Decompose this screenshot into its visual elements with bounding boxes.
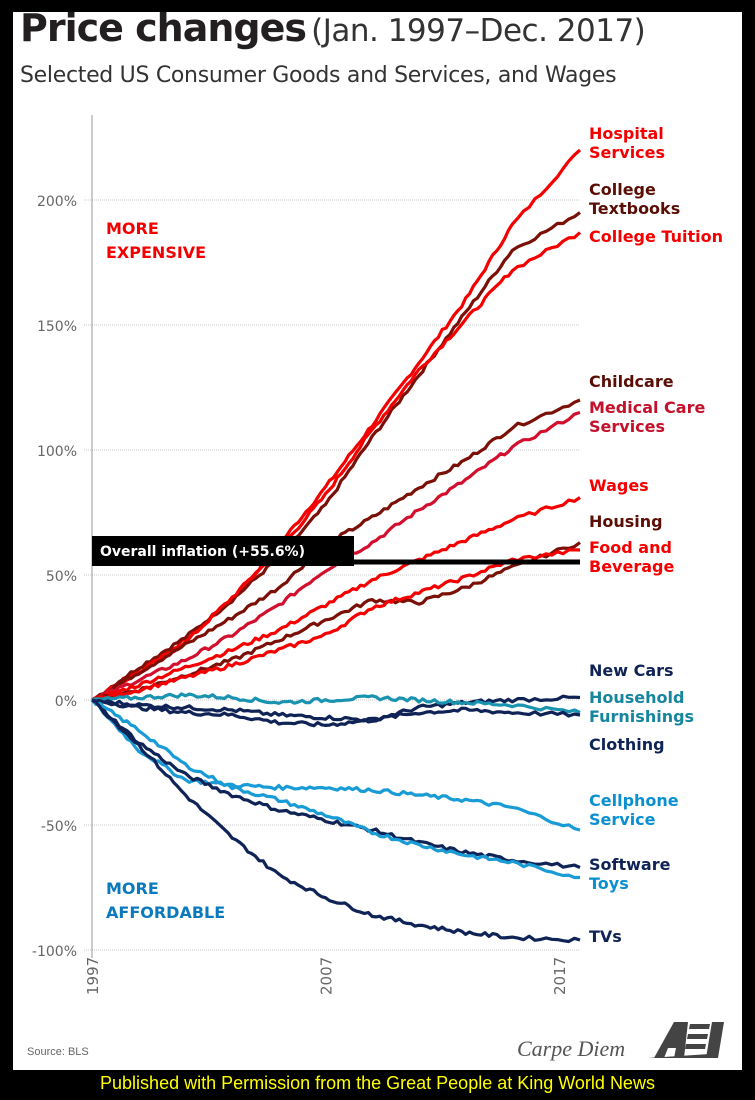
series-label: Software [589,855,671,874]
y-tick-label: 100% [37,444,77,460]
series-line-toys [90,698,580,880]
title-bold: Price changes [20,6,307,50]
y-tick-label: -50% [41,819,77,835]
more-expensive-label: MORE [106,219,159,238]
brand-name: Carpe Diem [517,1036,626,1061]
series-label: Beverage [589,557,674,576]
series-label: Textbooks [589,199,680,218]
series-line-wages [91,496,581,702]
series-label: Services [589,143,665,162]
series-line-medical-care-services [91,410,581,702]
series-label: Clothing [589,735,665,754]
more-expensive-label: EXPENSIVE [106,243,206,262]
inflation-label-box [92,536,354,566]
series-label: Services [589,417,665,436]
series-label: Hospital [589,124,664,143]
y-tick-label: 50% [46,569,77,585]
y-tick-label: 0% [55,694,77,710]
series-label: College Tuition [589,227,723,246]
source-note: Source: BLS [27,1046,89,1058]
series-label: TVs [589,927,622,946]
chart-title: Price changes (Jan. 1997–Dec. 2017) [20,6,646,50]
more-affordable-label: AFFORDABLE [106,903,225,922]
y-tick-label: 150% [37,319,77,335]
inflation-label: Overall inflation (+55.6%) [100,544,305,560]
series-label: Cellphone [589,791,679,810]
series-line-college-textbooks [91,211,581,702]
series-label: Household [589,688,684,707]
series-label: Childcare [589,372,674,391]
y-tick-label: 200% [37,194,77,210]
permission-footer: Published with Permission from the Great… [100,1073,655,1093]
series-line-food-and-beverage [91,548,581,702]
series-label: New Cars [589,661,674,680]
series-line-new-cars [91,694,581,723]
series-label: Food and [589,538,672,557]
title-date-range: (Jan. 1997–Dec. 2017) [311,13,646,49]
series-label: Housing [589,512,663,531]
x-tick-label: 1997 [84,957,102,995]
series-line-household-furnishings [91,692,581,714]
series-label: Service [589,810,656,829]
series-line-clothing [91,698,581,728]
series-label: Medical Care [589,398,705,417]
series-label: Wages [589,476,649,495]
series-label: Toys [589,874,629,893]
series-line-software [91,698,581,869]
series-label: Furnishings [589,707,694,726]
chart-subtitle: Selected US Consumer Goods and Services,… [20,63,617,88]
series-line-cellphone-service [91,698,581,832]
x-tick-label: 2017 [551,957,569,995]
y-tick-label: -100% [32,944,77,960]
aei-logo-icon [648,1022,724,1058]
more-affordable-label: MORE [106,879,159,898]
x-tick-label: 2007 [317,957,335,995]
series-label: College [589,180,656,199]
series-line-tvs [91,698,581,944]
